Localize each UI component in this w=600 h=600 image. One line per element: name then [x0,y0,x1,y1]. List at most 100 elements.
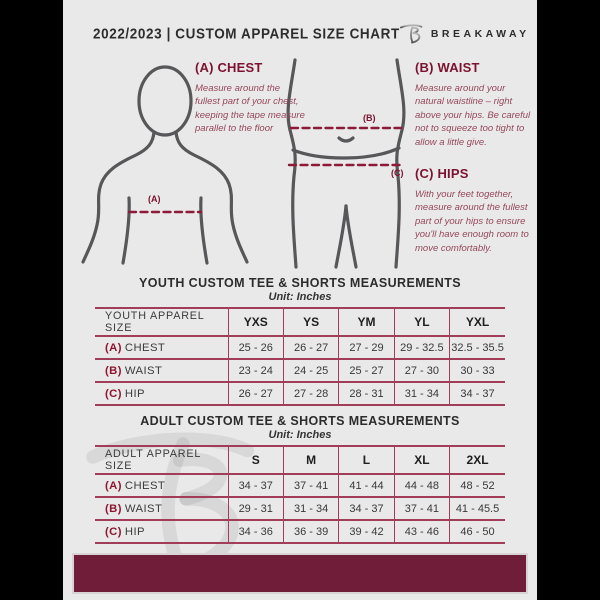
youth-header-row: YOUTH APPAREL SIZE YXS YS YM YL YXL [95,308,505,336]
cell: 27 - 28 [282,382,339,405]
cell: 29 - 31 [227,497,284,520]
row-label: (C) HIP [95,382,228,405]
hips-guide: (C) HIPS With your feet together, measur… [415,166,533,255]
row-key: (C) [105,525,122,538]
youth-unit-label: Unit: Inches [268,291,332,303]
table-row: (B) WAIST 23 - 24 24 - 25 25 - 27 27 - 30… [95,359,505,382]
cell: 26 - 27 [227,382,284,405]
cell: 46 - 50 [449,520,505,543]
waist-guide-title: (B) WAIST [415,60,480,75]
size-header: L [338,446,395,474]
cell: 25 - 27 [338,359,395,382]
cell: 27 - 29 [338,336,395,359]
cell: 32.5 - 35.5 [449,336,505,359]
waist-guide: (B) WAIST Measure around your natural wa… [415,60,533,149]
adult-size-col-header: ADULT APPAREL SIZE [105,448,201,472]
adult-section-title: ADULT CUSTOM TEE & SHORTS MEASUREMENTS [140,414,460,428]
cell: 30 - 33 [449,359,505,382]
cell: 31 - 34 [393,382,450,405]
youth-section-title: YOUTH CUSTOM TEE & SHORTS MEASUREMENTS [139,276,461,290]
cell: 34 - 37 [227,474,284,497]
navel-mark [337,136,355,143]
hips-guide-text: With your feet together, measure around … [415,189,529,254]
cell: 34 - 36 [227,520,284,543]
cell: 41 - 44 [338,474,395,497]
row-label: (C) HIP [95,520,228,543]
brand-lockup: BREAKAWAY [399,20,530,47]
adult-header-row: ADULT APPAREL SIZE S M L XL 2XL [95,446,505,474]
waistband-curve [291,146,401,160]
right-armpit-line [199,196,209,265]
size-header: YM [338,308,395,336]
cell: 37 - 41 [393,497,450,520]
size-header: YXS [227,308,284,336]
chest-guide: (A) CHEST Measure around the fullest par… [195,60,307,136]
cell: 27 - 30 [393,359,450,382]
cell: 43 - 46 [393,520,450,543]
table-row: (C) HIP 34 - 36 36 - 39 39 - 42 43 - 46 4… [95,520,505,543]
cell: 26 - 27 [282,336,339,359]
cell: 34 - 37 [449,382,505,405]
cell: 48 - 52 [449,474,505,497]
waist-guide-text: Measure around your natural waistline – … [415,83,531,148]
chest-marker: (A) [148,194,161,204]
size-header: YL [393,308,450,336]
left-side-outline [286,58,298,269]
breakaway-logo-icon [399,24,423,44]
waist-marker: (B) [363,113,376,123]
size-header: M [282,446,339,474]
cell: 36 - 39 [282,520,339,543]
right-leg-line [344,204,358,269]
cell: 34 - 37 [338,497,395,520]
cell: 24 - 25 [282,359,339,382]
lower-body-diagram [286,58,406,269]
size-header: 2XL [449,446,505,474]
row-label: (A) CHEST [95,474,228,497]
chest-guide-text: Measure around the fullest part of your … [195,83,305,135]
size-header: YS [282,308,339,336]
upper-body-diagram [81,65,249,265]
cell: 23 - 24 [227,359,284,382]
adult-size-table: ADULT APPAREL SIZE S M L XL 2XL (A) CHEST… [95,445,505,544]
row-key: (B) [105,502,122,515]
page-title: 2022/2023 | CUSTOM APPAREL SIZE CHART [93,25,400,42]
table-row: (A) CHEST 25 - 26 26 - 27 27 - 29 29 - 32… [95,336,505,359]
cell: 44 - 48 [393,474,450,497]
cell: 28 - 31 [338,382,395,405]
row-name: WAIST [124,364,163,377]
footer-bar [72,553,528,594]
size-chart-document: 2022/2023 | CUSTOM APPAREL SIZE CHART [63,0,537,600]
table-row: (B) WAIST 29 - 31 31 - 34 34 - 37 37 - 41… [95,497,505,520]
row-key: (B) [105,364,122,377]
youth-size-col-header: YOUTH APPAREL SIZE [105,310,205,334]
cell: 41 - 45.5 [449,497,505,520]
cell: 39 - 42 [338,520,395,543]
hips-guide-title: (C) HIPS [415,166,469,181]
row-key: (A) [105,479,122,492]
head-outline [137,65,193,137]
table-row: (C) HIP 26 - 27 27 - 28 28 - 31 31 - 34 3… [95,382,505,405]
row-key: (A) [105,341,122,354]
youth-size-table: YOUTH APPAREL SIZE YXS YS YM YL YXL (A) C… [95,307,505,406]
cell: 25 - 26 [227,336,284,359]
row-name: CHEST [124,479,166,492]
size-header: XL [393,446,450,474]
cell: 31 - 34 [282,497,339,520]
row-name: HIP [124,525,145,538]
row-label: (B) WAIST [95,359,228,382]
row-key: (C) [105,387,122,400]
hips-marker: (C) [391,168,404,178]
right-arm-outline [174,130,249,264]
row-name: WAIST [124,502,163,515]
row-name: CHEST [124,341,166,354]
chest-guide-title: (A) CHEST [195,60,263,75]
brand-name: BREAKAWAY [430,27,530,40]
table-row: (A) CHEST 34 - 37 37 - 41 41 - 44 44 - 48… [95,474,505,497]
cell: 37 - 41 [282,474,339,497]
left-armpit-line [121,196,131,265]
row-name: HIP [124,387,145,400]
header: 2022/2023 | CUSTOM APPAREL SIZE CHART [93,20,526,47]
cell: 29 - 32.5 [393,336,450,359]
row-label: (A) CHEST [95,336,228,359]
